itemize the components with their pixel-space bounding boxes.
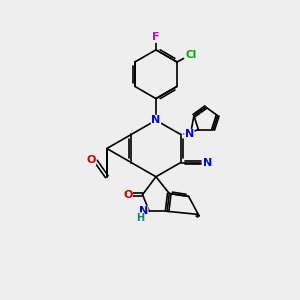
Text: O: O bbox=[123, 190, 132, 200]
Text: F: F bbox=[152, 32, 160, 42]
Text: H: H bbox=[136, 213, 144, 223]
Text: N: N bbox=[203, 158, 212, 168]
Text: N: N bbox=[185, 129, 194, 140]
Text: Cl: Cl bbox=[185, 50, 197, 61]
Text: N: N bbox=[151, 115, 160, 125]
Text: O: O bbox=[86, 155, 96, 165]
Text: N: N bbox=[139, 206, 148, 216]
